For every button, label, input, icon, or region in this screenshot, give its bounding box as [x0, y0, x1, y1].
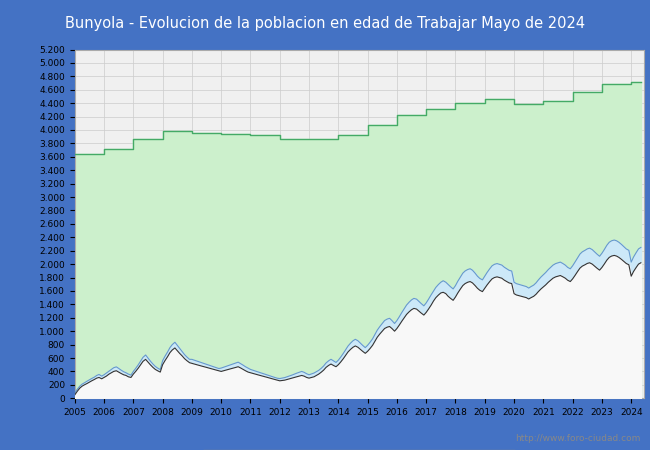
Text: Bunyola - Evolucion de la poblacion en edad de Trabajar Mayo de 2024: Bunyola - Evolucion de la poblacion en e…	[65, 16, 585, 31]
Text: http://www.foro-ciudad.com: http://www.foro-ciudad.com	[515, 434, 640, 443]
